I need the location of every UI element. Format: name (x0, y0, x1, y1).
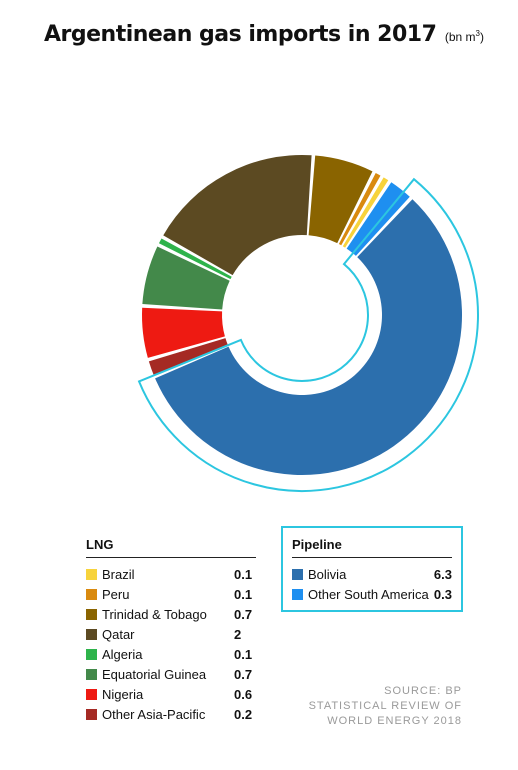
slice-bolivia (155, 199, 463, 476)
lng-legend-label: Algeria (102, 646, 143, 662)
pipeline-legend-value: 6.3 (433, 566, 452, 582)
lng-legend-label: Peru (102, 586, 130, 602)
slice-algeria (158, 238, 232, 280)
lng-legend-value: 0.1 (234, 586, 253, 602)
lng-legend-label: Trinidad & Tobago (102, 606, 207, 622)
source-line-3: WORLD ENERGY 2018 (327, 715, 462, 727)
pipeline-legend-label: Bolivia (308, 566, 347, 582)
lng-legend-value: 2 (234, 626, 242, 642)
lng-legend-swatch (86, 648, 97, 660)
pipeline-highlight-outline (137, 177, 479, 492)
lng-legend-label: Equatorial Guinea (102, 666, 207, 682)
lng-legend-item: Nigeria 0.6 (86, 684, 256, 704)
source-line-2: STATISTICAL REVIEW OF (308, 700, 462, 712)
source-line-1: SOURCE: BP (384, 685, 462, 697)
lng-legend-label: Other Asia-Pacific (102, 706, 206, 722)
lng-legend-label: Nigeria (102, 686, 144, 702)
pipeline-legend-swatch (292, 588, 303, 600)
lng-legend-value: 0.7 (234, 606, 253, 622)
pipeline-legend-item: Bolivia 6.3 (292, 564, 452, 584)
lng-legend-item: Equatorial Guinea 0.7 (86, 664, 256, 684)
lng-legend-value: 0.6 (234, 686, 253, 702)
lng-legend-swatch (86, 688, 97, 700)
lng-legend-value: 0.7 (234, 666, 253, 682)
pipeline-legend-item: Other South America 0.3 (292, 584, 452, 604)
lng-legend-item: Other Asia-Pacific 0.2 (86, 704, 256, 724)
chart-unit-superscript: 3 (475, 29, 480, 38)
donut-chart (137, 155, 479, 492)
chart-title-text: Argentinean gas imports in 2017 (44, 22, 437, 47)
pipeline-legend-swatch (292, 568, 303, 580)
chart-unit-close: ) (480, 30, 484, 44)
slice-peru (338, 172, 381, 246)
lng-legend-item: Peru 0.1 (86, 584, 256, 604)
slice-other-south-america (346, 182, 410, 256)
lng-legend-item: Algeria 0.1 (86, 644, 256, 664)
lng-legend-swatch (86, 608, 97, 620)
lng-legend-value: 0.1 (234, 646, 253, 662)
lng-legend-value: 0.2 (234, 706, 253, 722)
slice-brazil (342, 177, 389, 248)
lng-legend-value: 0.1 (234, 566, 253, 582)
slice-equatorial-guinea (142, 246, 230, 310)
slice-qatar (163, 155, 312, 276)
pipeline-legend-rows: Bolivia 6.3 Other South America 0.3 (292, 564, 452, 604)
slice-other-asia-pacific (148, 338, 228, 375)
chart-title: Argentinean gas imports in 2017 (bn m3) (44, 22, 484, 47)
lng-legend-item: Brazil 0.1 (86, 564, 256, 584)
source-note: SOURCE: BP STATISTICAL REVIEW OF WORLD E… (309, 684, 462, 729)
slice-trinidad-tobago (308, 155, 373, 244)
chart-unit-text: (bn m (444, 30, 476, 44)
lng-legend-swatch (86, 568, 97, 580)
lng-legend-label: Brazil (102, 566, 135, 582)
lng-legend-label: Qatar (102, 626, 135, 642)
pipeline-legend-value: 0.3 (433, 586, 452, 602)
lng-legend-heading: LNG (86, 537, 256, 558)
donut-slices (142, 155, 463, 476)
lng-legend-item: Trinidad & Tobago 0.7 (86, 604, 256, 624)
lng-legend-swatch (86, 628, 97, 640)
chart-unit: (bn m3) (444, 29, 484, 44)
pipeline-legend-label: Other South America (308, 586, 429, 602)
lng-legend-swatch (86, 708, 97, 720)
lng-legend: LNG Brazil 0.1 Peru 0.1 Trinidad & Tobago 0.7… (86, 537, 256, 724)
lng-legend-swatch (86, 588, 97, 600)
pipeline-legend-heading: Pipeline (292, 537, 452, 558)
lng-legend-rows: Brazil 0.1 Peru 0.1 Trinidad & Tobago 0.7 Qata… (86, 564, 256, 724)
lng-legend-item: Qatar 2 (86, 624, 256, 644)
slice-nigeria (142, 307, 225, 358)
lng-legend-swatch (86, 668, 97, 680)
pipeline-legend: Pipeline Bolivia 6.3 Other South America 0.… (281, 526, 463, 612)
